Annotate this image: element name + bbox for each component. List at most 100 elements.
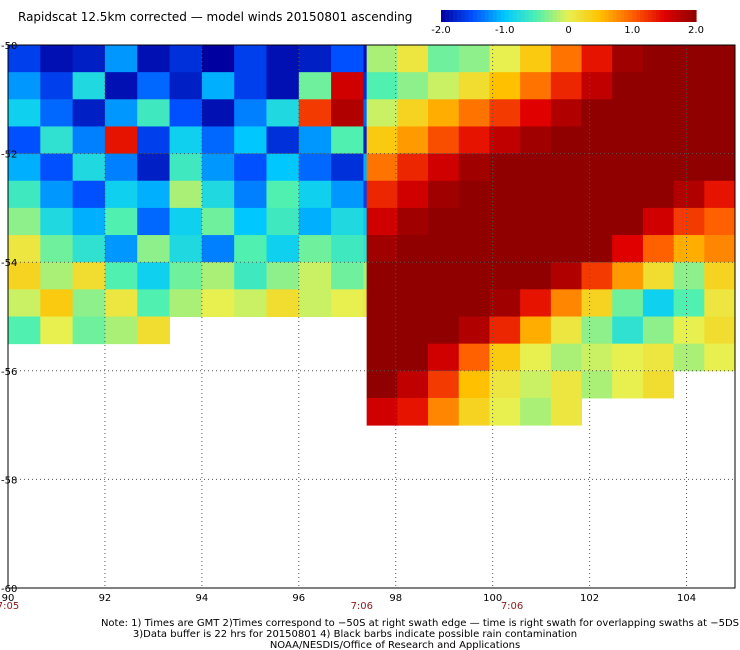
heatmap-cell [72, 289, 106, 317]
heatmap-cell [612, 370, 644, 399]
heatmap-cell [581, 45, 613, 73]
colorbar-segment [444, 10, 450, 22]
heatmap-cell [266, 262, 300, 290]
heatmap-cell [642, 316, 675, 345]
colorbar-segment [524, 10, 530, 22]
heatmap-cell [612, 45, 644, 73]
heatmap-cell [428, 235, 460, 263]
colorbar-segment [660, 10, 665, 22]
heatmap-cell [298, 289, 332, 317]
heatmap-cell [704, 72, 736, 100]
colorbar-segment [600, 10, 605, 22]
heatmap-cell [331, 153, 364, 182]
heatmap-cell [520, 99, 552, 127]
colorbar-segment [476, 10, 482, 22]
heatmap-cell [520, 180, 552, 209]
heatmap-cell [520, 153, 552, 182]
heatmap-cell [673, 316, 705, 345]
colorbar-tick-label: 0 [565, 25, 571, 36]
colorbar-segment [644, 10, 649, 22]
colorbar-segment [584, 10, 590, 22]
heatmap-cell [366, 207, 398, 236]
heatmap-cell [366, 370, 398, 399]
heatmap-cell [397, 45, 429, 73]
heatmap-cell [366, 343, 398, 372]
heatmap-cell [550, 235, 583, 263]
time-label: 7:05 [0, 601, 19, 612]
heatmap-cell [40, 45, 74, 73]
heatmap-cell [489, 99, 521, 127]
heatmap-cell [489, 207, 521, 236]
y-tick-label: -56 [1, 367, 17, 378]
colorbar-segment [580, 10, 586, 22]
heatmap-cell [8, 153, 41, 182]
heatmap-cell [8, 207, 41, 236]
heatmap-cell [458, 153, 490, 182]
heatmap-cell [234, 262, 267, 290]
colorbar-segment [688, 10, 693, 22]
heatmap-cell [612, 235, 644, 263]
heatmap-cell [266, 72, 300, 100]
heatmap-cell [201, 289, 235, 317]
heatmap-cell [8, 180, 41, 209]
heatmap-cell [298, 207, 332, 236]
x-tick-label: 104 [677, 593, 696, 604]
heatmap-cell [612, 72, 644, 100]
heatmap-cell [331, 99, 364, 127]
heatmap-cell [673, 235, 705, 263]
heatmap-cell [137, 180, 171, 209]
colorbar-segment [480, 10, 486, 22]
heatmap-cell [704, 180, 736, 209]
colorbar-segment [484, 10, 490, 22]
heatmap-cell [397, 99, 429, 127]
heatmap-cell [581, 235, 613, 263]
colorbar-segment [492, 10, 498, 22]
colorbar-segment [504, 10, 510, 22]
heatmap-cell [704, 235, 736, 263]
heatmap-cell [673, 343, 705, 372]
heatmap-cell [72, 262, 106, 290]
heatmap-cell [489, 153, 521, 182]
heatmap-cell [169, 153, 203, 182]
colorbar-segment [608, 10, 613, 22]
colorbar-segment [676, 10, 681, 22]
heatmap-cell [266, 235, 300, 263]
heatmap-cell [520, 343, 552, 372]
heatmap-cell [366, 45, 398, 73]
heatmap-cell [550, 370, 583, 399]
x-tick-label: 92 [99, 593, 112, 604]
heatmap-cell [137, 99, 171, 127]
colorbar-segment [500, 10, 506, 22]
heatmap-cell [581, 289, 613, 317]
heatmap-cell [612, 316, 644, 345]
heatmap-cell [458, 397, 490, 426]
colorbar-segment [508, 10, 514, 22]
colorbar-tick-label: -2.0 [431, 25, 451, 36]
heatmap-cell [397, 316, 429, 345]
heatmap-cell [266, 207, 300, 236]
heatmap-cell [581, 207, 613, 236]
heatmap-cell [201, 153, 235, 182]
colorbar-segment [441, 10, 446, 22]
heatmap-cell [331, 262, 364, 290]
heatmap-cell [137, 72, 171, 100]
heatmap-cell [673, 180, 705, 209]
heatmap-cell [137, 153, 171, 182]
heatmap-cell [642, 126, 675, 155]
heatmap-cell [72, 235, 106, 263]
chart-title: Rapidscat 12.5km corrected — model winds… [18, 10, 412, 24]
x-tick-label: 98 [389, 593, 402, 604]
heatmap-cell [458, 316, 490, 345]
heatmap-cell [489, 180, 521, 209]
heatmap-cell [642, 235, 675, 263]
heatmap-cell [366, 289, 398, 317]
heatmap-cell [397, 126, 429, 155]
heatmap-cell [612, 207, 644, 236]
time-label: 7:06 [501, 601, 523, 612]
heatmap-cell [137, 289, 171, 317]
heatmap-cell [550, 262, 583, 290]
heatmap-cell [704, 126, 736, 155]
colorbar-segment [664, 10, 669, 22]
